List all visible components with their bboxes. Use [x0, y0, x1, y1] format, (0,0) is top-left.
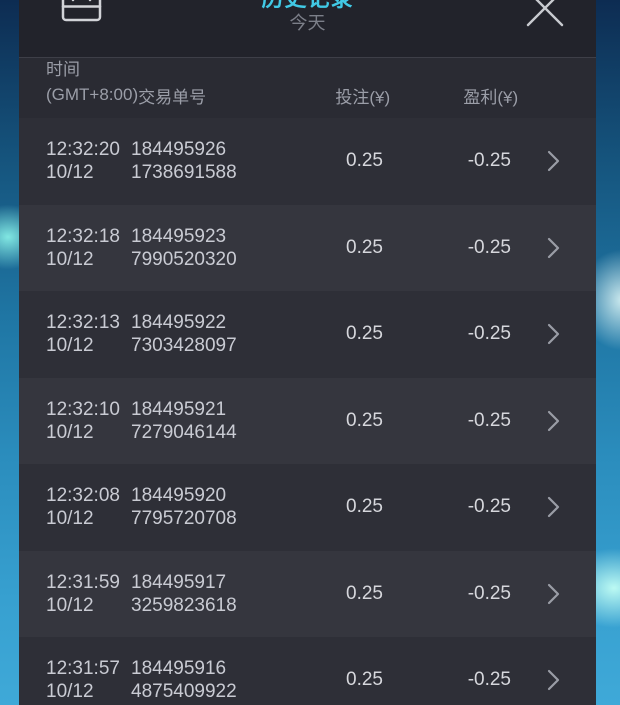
row-profit-amount: -0.25: [467, 323, 511, 345]
row-order-number: 184495921 7279046144: [131, 398, 237, 443]
table-header: 时间 (GMT+8:00) 交易单号 投注(¥) 盈利(¥): [19, 57, 596, 118]
table-row[interactable]: 12:32:20 10/12 184495926 1738691588 0.25…: [19, 118, 596, 205]
row-profit-amount: -0.25: [467, 150, 511, 172]
row-time: 12:32:20 10/12: [46, 139, 120, 184]
history-panel: 历史记录 今天 时间 (GMT+8:00) 交易单号 投注(¥) 盈利(¥): [19, 0, 596, 705]
row-time: 12:32:18 10/12: [46, 225, 120, 270]
row-bet-amount: 0.25: [346, 150, 383, 172]
row-order-number: 184495923 7990520320: [131, 225, 237, 270]
row-bet-amount: 0.25: [346, 323, 383, 345]
table-row[interactable]: 12:32:13 10/12 184495922 7303428097 0.25…: [19, 291, 596, 378]
calendar-icon[interactable]: [61, 0, 103, 27]
row-order-number: 184495926 1738691588: [131, 139, 237, 184]
row-time: 12:31:57 10/12: [46, 658, 120, 703]
row-bet-amount: 0.25: [346, 236, 383, 258]
row-profit-amount: -0.25: [467, 496, 511, 518]
chevron-right-icon[interactable]: [511, 496, 596, 518]
chevron-right-icon[interactable]: [511, 323, 596, 345]
column-header-profit: 盈利(¥): [463, 88, 519, 107]
row-time: 12:32:08 10/12: [46, 485, 120, 530]
history-list: 12:32:20 10/12 184495926 1738691588 0.25…: [19, 118, 596, 705]
table-row[interactable]: 12:32:18 10/12 184495923 7990520320 0.25…: [19, 204, 596, 291]
chevron-right-icon[interactable]: [511, 237, 596, 259]
table-row[interactable]: 12:31:57 10/12 184495916 4875409922 0.25…: [19, 637, 596, 705]
table-row[interactable]: 12:31:59 10/12 184495917 3259823618 0.25…: [19, 550, 596, 637]
row-order-number: 184495916 4875409922: [131, 658, 237, 703]
row-profit-amount: -0.25: [467, 409, 511, 431]
close-icon[interactable]: [526, 0, 564, 27]
chevron-right-icon[interactable]: [511, 410, 596, 432]
row-bet-amount: 0.25: [346, 669, 383, 691]
dialog-header: 历史记录 今天: [19, 0, 596, 57]
row-time: 12:32:13 10/12: [46, 312, 120, 357]
table-row[interactable]: 12:32:08 10/12 184495920 7795720708 0.25…: [19, 464, 596, 551]
dialog-subtitle: 今天: [289, 13, 326, 33]
column-header-bet: 投注(¥): [335, 88, 391, 107]
row-order-number: 184495920 7795720708: [131, 485, 237, 530]
column-header-time: 时间 (GMT+8:00): [46, 60, 139, 104]
row-time: 12:31:59 10/12: [46, 571, 120, 616]
row-order-number: 184495922 7303428097: [131, 312, 237, 357]
row-bet-amount: 0.25: [346, 409, 383, 431]
chevron-right-icon[interactable]: [511, 150, 596, 172]
row-bet-amount: 0.25: [346, 496, 383, 518]
table-row[interactable]: 12:32:10 10/12 184495921 7279046144 0.25…: [19, 377, 596, 464]
row-profit-amount: -0.25: [467, 236, 511, 258]
chevron-right-icon[interactable]: [511, 669, 596, 691]
chevron-right-icon[interactable]: [511, 583, 596, 605]
row-profit-amount: -0.25: [467, 582, 511, 604]
row-bet-amount: 0.25: [346, 582, 383, 604]
column-header-order: 交易单号: [138, 88, 207, 107]
row-profit-amount: -0.25: [467, 669, 511, 691]
row-time: 12:32:10 10/12: [46, 398, 120, 443]
dialog-title: 历史记录: [19, 0, 596, 11]
row-order-number: 184495917 3259823618: [131, 571, 237, 616]
